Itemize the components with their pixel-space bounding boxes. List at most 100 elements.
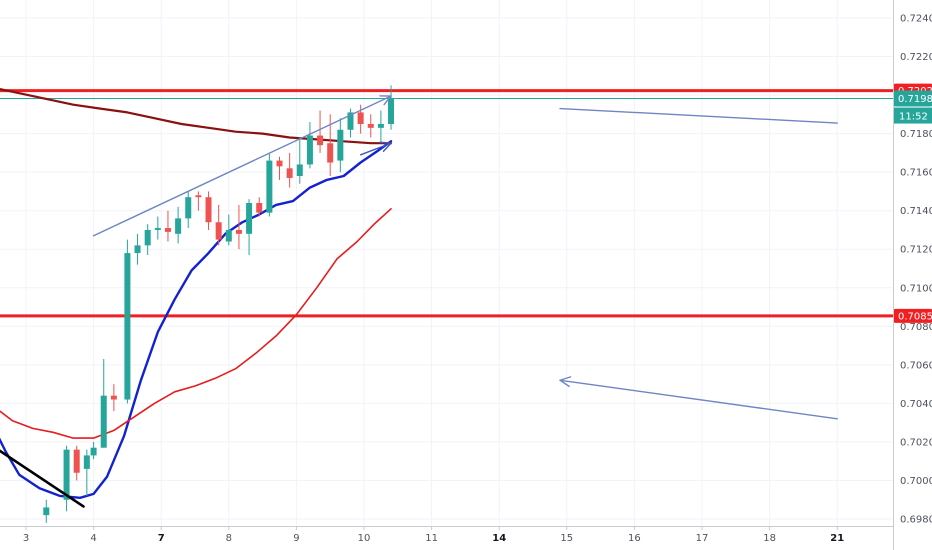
- candle-body: [286, 168, 293, 178]
- price-badge-bg: [894, 308, 932, 323]
- candle-up: [83, 449, 90, 496]
- candle-body: [110, 395, 117, 400]
- candle-body: [144, 229, 151, 246]
- candle-body: [43, 507, 50, 516]
- x-tick-label: 14: [492, 533, 506, 544]
- candle-up: [144, 224, 151, 256]
- candle-body: [185, 197, 192, 219]
- candle-body: [205, 197, 212, 223]
- candle-body: [225, 229, 232, 242]
- candle-body: [90, 447, 97, 456]
- candles: [43, 85, 395, 523]
- y-tick-label: 0.69800: [900, 515, 932, 526]
- x-tick-label: 9: [293, 533, 299, 544]
- trend-line: [0, 449, 85, 508]
- candle-body: [337, 129, 344, 161]
- grid-lines: [0, 0, 893, 526]
- candle-body: [388, 98, 395, 124]
- candle-body: [73, 449, 80, 473]
- arrow-head: [379, 95, 392, 106]
- candle-down: [357, 104, 364, 134]
- arrow-head: [379, 141, 392, 152]
- candle-up: [246, 199, 253, 256]
- countdown-label: 11:52: [899, 112, 928, 123]
- candle-down: [286, 152, 293, 188]
- candle-down: [195, 191, 202, 211]
- trend-line-segment: [559, 379, 838, 420]
- x-tick-label: 16: [628, 533, 641, 544]
- candle-body: [100, 395, 107, 448]
- trend-line: [559, 376, 838, 420]
- candle-body: [235, 229, 242, 234]
- x-tick-label: 3: [23, 533, 29, 544]
- candle-down: [110, 384, 117, 412]
- countdown-badge-bg: [894, 107, 932, 124]
- moving-average-line: [0, 208, 392, 439]
- candle-body: [367, 123, 374, 128]
- candle-up: [154, 216, 161, 240]
- candle-body: [154, 228, 161, 230]
- x-axis-ticks: 3 4 7 8 9 10 11 14 15 16 17 18 21: [23, 526, 844, 544]
- trend-line: [92, 95, 392, 237]
- candle-body: [63, 449, 70, 500]
- trend-lines[interactable]: [0, 95, 838, 508]
- candle-down: [73, 445, 80, 481]
- candle-up: [306, 122, 313, 169]
- trend-line: [359, 141, 392, 156]
- price-badge: 0.71982: [894, 90, 932, 107]
- arrow-head: [559, 376, 572, 388]
- x-tick-label: 7: [158, 533, 165, 544]
- countdown-badge: 11:52: [894, 107, 932, 124]
- candle-up: [63, 445, 70, 512]
- candle-up: [388, 85, 395, 130]
- axes: [0, 0, 894, 550]
- candle-up: [90, 441, 97, 460]
- candle-up: [225, 214, 232, 246]
- candle-body: [327, 143, 334, 163]
- candle-down: [164, 210, 171, 242]
- horizontal-levels[interactable]: [0, 89, 893, 318]
- candle-down: [235, 204, 242, 250]
- x-tick-label: 18: [763, 533, 776, 544]
- x-tick-label: 11: [425, 533, 438, 544]
- moving-average-line: [0, 140, 393, 499]
- candle-up: [377, 110, 384, 144]
- trend-line-segment: [92, 95, 392, 237]
- x-tick-label: 10: [358, 533, 371, 544]
- price-badge: 0.70854: [894, 308, 932, 323]
- x-tick-label: 15: [560, 533, 573, 544]
- candle-body: [195, 195, 202, 198]
- candle-body: [347, 112, 354, 130]
- candle-body: [134, 245, 141, 254]
- candle-down: [367, 114, 374, 138]
- candle-body: [83, 455, 90, 469]
- candle-up: [296, 137, 303, 184]
- candle-up: [185, 191, 192, 229]
- candle-down: [215, 204, 222, 246]
- trend-line-segment: [0, 449, 85, 508]
- x-tick-label: 21: [830, 533, 844, 544]
- price-badges: 0.720230.708540.7198211:52: [894, 83, 932, 323]
- candle-body: [296, 164, 303, 177]
- candle-up: [266, 152, 273, 217]
- x-tick-label: 4: [90, 533, 96, 544]
- x-tick-label: 8: [226, 533, 232, 544]
- candle-body: [266, 160, 273, 213]
- trend-line-segment: [359, 142, 392, 156]
- candle-body: [377, 123, 384, 128]
- candle-up: [175, 206, 182, 244]
- trend-line: [559, 107, 838, 124]
- candle-body: [124, 253, 131, 400]
- candle-body: [215, 222, 222, 240]
